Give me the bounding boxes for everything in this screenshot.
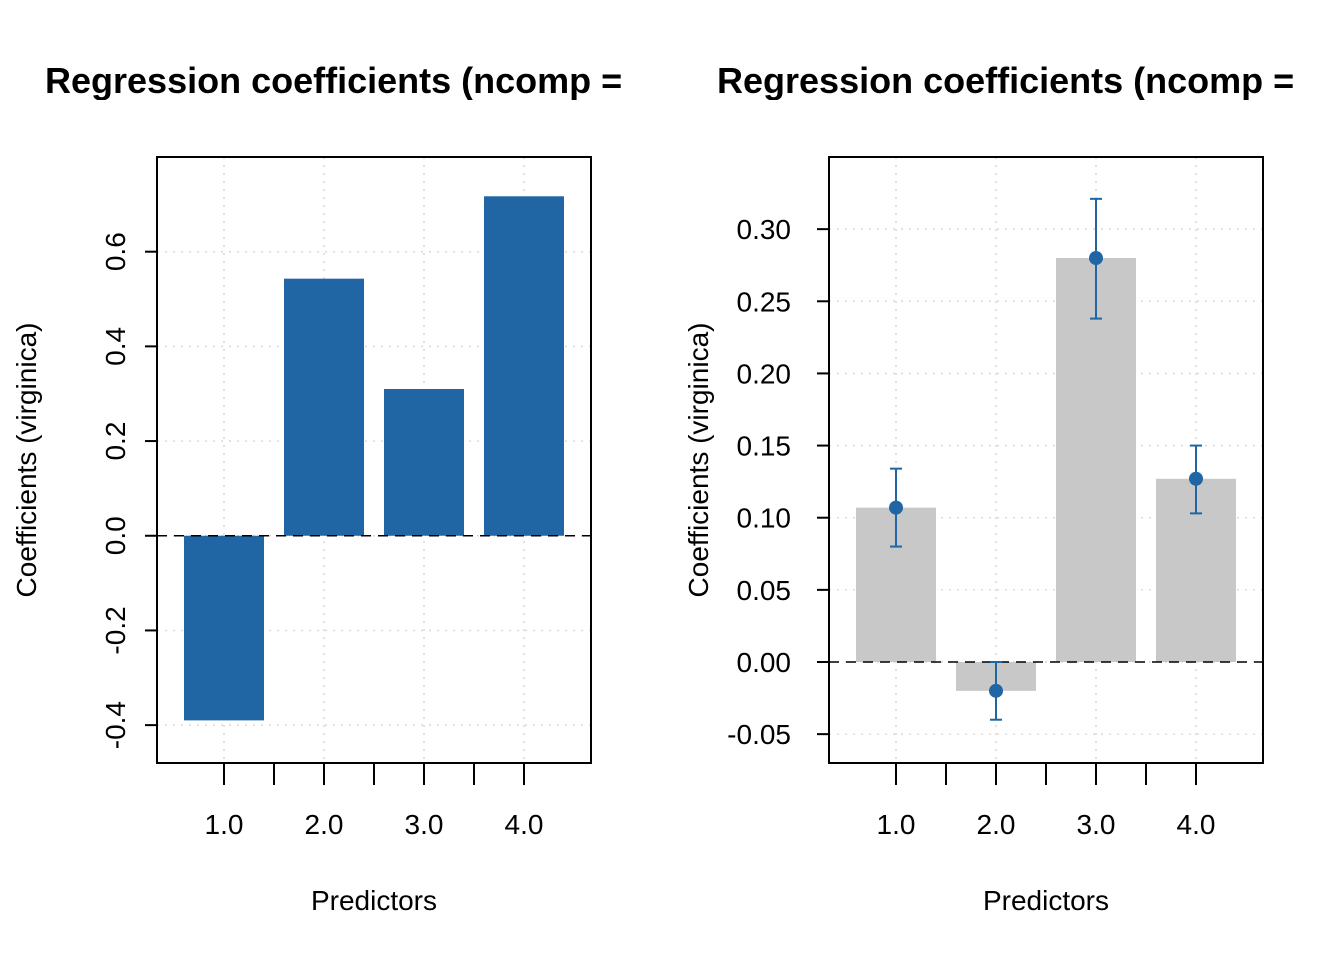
left-chart-title: Regression coefficients (ncomp = — [45, 60, 622, 101]
right-y-tick-label: 0.20 — [737, 358, 792, 389]
left-x-tick-label: 4.0 — [505, 809, 544, 840]
right-y-tick-label: 0.10 — [737, 503, 792, 534]
left-bar — [284, 278, 364, 536]
right-y-tick-label: 0.00 — [737, 647, 792, 678]
right-x-tick-label: 3.0 — [1077, 809, 1116, 840]
right-gridlines — [829, 157, 1263, 763]
right-point — [989, 683, 1003, 698]
right-bar — [1056, 258, 1136, 662]
left-x-tick-label: 3.0 — [405, 809, 444, 840]
right-chart-title: Regression coefficients (ncomp = — [717, 60, 1294, 101]
right-y-tick-label: -0.05 — [727, 719, 791, 750]
left-x-tick-label: 2.0 — [305, 809, 344, 840]
right-point — [1189, 471, 1203, 486]
left-y-axis-label: Coefficients (virginica) — [11, 323, 42, 598]
right-x-tick-label: 1.0 — [877, 809, 916, 840]
left-y-tick-label: 0.4 — [100, 327, 131, 366]
right-chart-panel: Regression coefficients (ncomp = Predict… — [683, 60, 1294, 916]
right-point — [1089, 251, 1103, 265]
right-y-tick-label: 0.25 — [737, 286, 792, 317]
right-x-tick-label: 4.0 — [1177, 809, 1216, 840]
left-bar — [384, 388, 464, 536]
left-y-tick-label: 0.2 — [100, 422, 131, 461]
left-x-tick-label: 1.0 — [205, 809, 244, 840]
right-x-tick-label: 2.0 — [977, 809, 1016, 840]
right-point — [889, 500, 903, 515]
right-plot-frame — [828, 156, 1264, 764]
left-y-tick-label: -0.4 — [100, 701, 131, 749]
right-y-axis-label: Coefficients (virginica) — [683, 323, 714, 598]
left-bar — [484, 196, 564, 536]
left-bar — [184, 535, 264, 721]
right-x-axis-label: Predictors — [983, 885, 1109, 916]
right-y-tick-label: 0.15 — [737, 431, 792, 462]
left-x-axis-label: Predictors — [311, 885, 437, 916]
left-y-tick-label: 0.6 — [100, 232, 131, 271]
left-chart-panel: Regression coefficients (ncomp = Predict… — [11, 60, 622, 916]
right-y-tick-label: 0.30 — [737, 214, 792, 245]
right-y-tick-label: 0.05 — [737, 575, 792, 606]
left-y-tick-label: 0.0 — [100, 516, 131, 555]
left-y-tick-label: -0.2 — [100, 606, 131, 654]
